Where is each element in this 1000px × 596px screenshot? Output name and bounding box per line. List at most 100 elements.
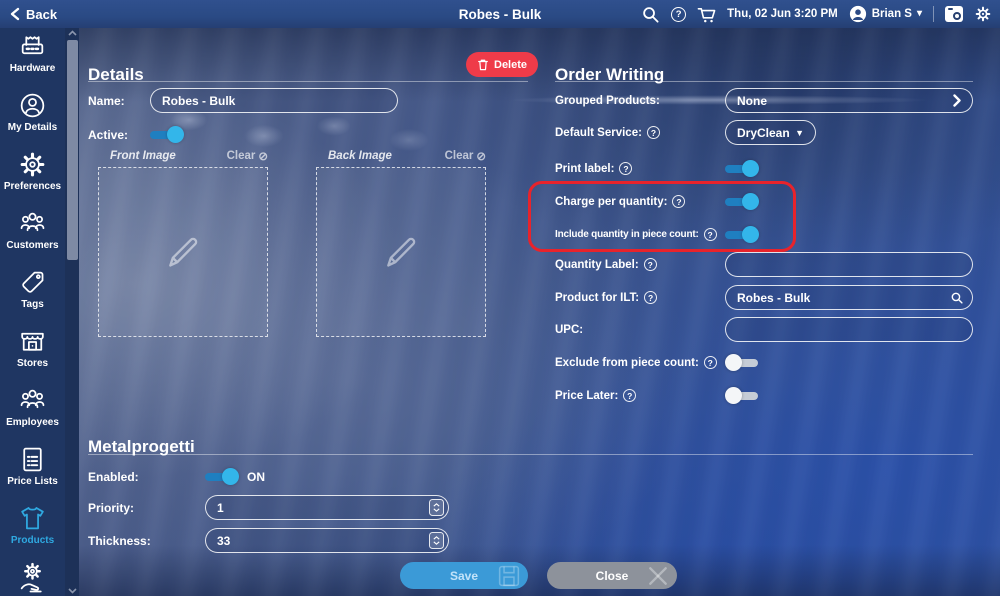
- clear-back-image-button[interactable]: Clear ⊘: [444, 149, 486, 163]
- person-circle-icon: [20, 93, 45, 118]
- search-icon[interactable]: [641, 5, 660, 24]
- scroll-up-arrow[interactable]: [65, 28, 79, 38]
- help-icon[interactable]: ?: [623, 389, 637, 402]
- print-label-label: Print label:: [555, 162, 615, 175]
- name-label: Name:: [88, 93, 125, 108]
- metalprogetti-heading: Metalprogetti: [88, 437, 195, 457]
- quantity-label-input[interactable]: [725, 252, 973, 277]
- trash-icon: [478, 59, 488, 71]
- help-icon[interactable]: ?: [672, 195, 686, 208]
- caret-down-icon: ▼: [795, 127, 804, 138]
- clear-front-image-button[interactable]: Clear ⊘: [226, 149, 268, 163]
- sidebar-item-my-details[interactable]: My Details: [0, 90, 65, 149]
- save-button[interactable]: Save: [400, 562, 528, 589]
- upc-input[interactable]: [725, 317, 973, 342]
- user-menu[interactable]: Brian S ▾: [849, 5, 922, 23]
- charge-per-quantity-row: Charge per quantity: ?: [555, 189, 973, 214]
- help-icon[interactable]: ?: [703, 356, 717, 369]
- sidebar-item-label: Hardware: [9, 63, 56, 74]
- priority-input[interactable]: [205, 495, 449, 520]
- price-later-label: Price Later:: [555, 389, 619, 402]
- scrollbar-thumb[interactable]: [66, 40, 78, 260]
- sidebar-item-label: My Details: [7, 122, 58, 133]
- sidebar-item-products[interactable]: Products: [0, 503, 65, 562]
- name-input[interactable]: [150, 88, 398, 113]
- exclude-from-piece-count-label: Exclude from piece count:: [555, 356, 699, 369]
- price-list-icon: [23, 447, 42, 472]
- thickness-input[interactable]: [205, 528, 449, 553]
- help-icon[interactable]: ?: [643, 258, 657, 271]
- priority-label: Priority:: [88, 500, 135, 515]
- sidebar-item-preferences[interactable]: Preferences: [0, 149, 65, 208]
- sidebar-item-label: Tags: [21, 299, 44, 310]
- active-row: Active:: [88, 122, 184, 147]
- number-stepper[interactable]: [429, 499, 444, 516]
- help-icon[interactable]: ?: [671, 6, 687, 22]
- exclude-from-piece-count-toggle[interactable]: [725, 354, 759, 371]
- back-image-header: Back Image Clear ⊘: [316, 148, 486, 163]
- help-icon[interactable]: ?: [646, 126, 660, 139]
- top-bar: Back Robes - Bulk ? Thu, 02 Jun 3:20 PM …: [0, 0, 1000, 28]
- pos-machine-icon[interactable]: [945, 6, 963, 22]
- include-quantity-label: Include quantity in piece count:: [555, 229, 699, 240]
- include-quantity-toggle[interactable]: [725, 226, 759, 243]
- upc-row: UPC:: [555, 317, 973, 342]
- metalprogetti-enabled-toggle[interactable]: [205, 468, 239, 485]
- print-label-toggle[interactable]: [725, 160, 759, 177]
- number-stepper[interactable]: [429, 532, 444, 549]
- settings-gear-icon[interactable]: [974, 5, 992, 23]
- help-icon[interactable]: ?: [619, 162, 633, 175]
- sidebar-item-price-lists[interactable]: Price Lists: [0, 444, 65, 503]
- upc-label: UPC:: [555, 323, 584, 336]
- tshirt-icon: [21, 507, 44, 530]
- pencil-icon: [169, 237, 198, 267]
- active-toggle[interactable]: [150, 126, 184, 143]
- sidebar-item-employees[interactable]: Employees: [0, 385, 65, 444]
- search-icon[interactable]: [950, 291, 964, 305]
- grouped-products-selector[interactable]: None: [725, 88, 973, 113]
- sidebar-item-label: Stores: [16, 358, 49, 369]
- cart-icon[interactable]: [697, 5, 716, 24]
- product-for-ilt-input[interactable]: [725, 285, 973, 310]
- sidebar-item-label: Employees: [6, 417, 59, 428]
- back-button[interactable]: Back: [9, 7, 57, 22]
- close-button[interactable]: Close: [547, 562, 677, 589]
- sidebar-item-stores[interactable]: Stores: [0, 326, 65, 385]
- delete-button[interactable]: Delete: [466, 52, 539, 77]
- sidebar-item-label: Customers: [6, 240, 59, 251]
- close-label: Close: [595, 568, 629, 583]
- price-later-toggle[interactable]: [725, 387, 759, 404]
- grouped-products-value: None: [737, 93, 767, 108]
- help-icon[interactable]: ?: [644, 291, 658, 304]
- hand-gear-icon: [20, 562, 42, 593]
- details-heading: Details: [88, 65, 144, 85]
- divider: [933, 6, 934, 22]
- front-image-header: Front Image Clear ⊘: [98, 148, 268, 163]
- tag-icon: [22, 271, 44, 293]
- help-icon[interactable]: ?: [703, 228, 717, 241]
- user-name: Brian S: [871, 8, 912, 20]
- sidebar-item-hardware[interactable]: Hardware: [0, 31, 65, 90]
- priority-row: Priority:: [88, 495, 449, 520]
- content-scrollbar[interactable]: [65, 28, 79, 596]
- price-later-row: Price Later: ?: [555, 383, 973, 408]
- scroll-down-arrow[interactable]: [65, 586, 79, 596]
- details-divider: [88, 81, 528, 82]
- enabled-label: Enabled:: [88, 469, 139, 484]
- back-image-upload[interactable]: [316, 167, 486, 337]
- delete-label: Delete: [494, 58, 528, 71]
- grouped-products-row: Grouped Products: None: [555, 88, 973, 113]
- charge-per-quantity-toggle[interactable]: [725, 193, 759, 210]
- exclude-from-piece-count-row: Exclude from piece count: ?: [555, 350, 973, 375]
- sidebar-item-services[interactable]: [0, 562, 65, 596]
- back-image-label: Back Image: [328, 149, 392, 162]
- front-image-upload[interactable]: [98, 167, 268, 337]
- thickness-row: Thickness:: [88, 528, 449, 553]
- back-label: Back: [26, 6, 58, 22]
- product-for-ilt-row: Product for ILT: ?: [555, 285, 973, 310]
- floppy-icon: [498, 565, 520, 587]
- sidebar-item-customers[interactable]: Customers: [0, 208, 65, 267]
- default-service-dropdown[interactable]: DryClean ▼: [725, 120, 816, 145]
- sidebar-item-tags[interactable]: Tags: [0, 267, 65, 326]
